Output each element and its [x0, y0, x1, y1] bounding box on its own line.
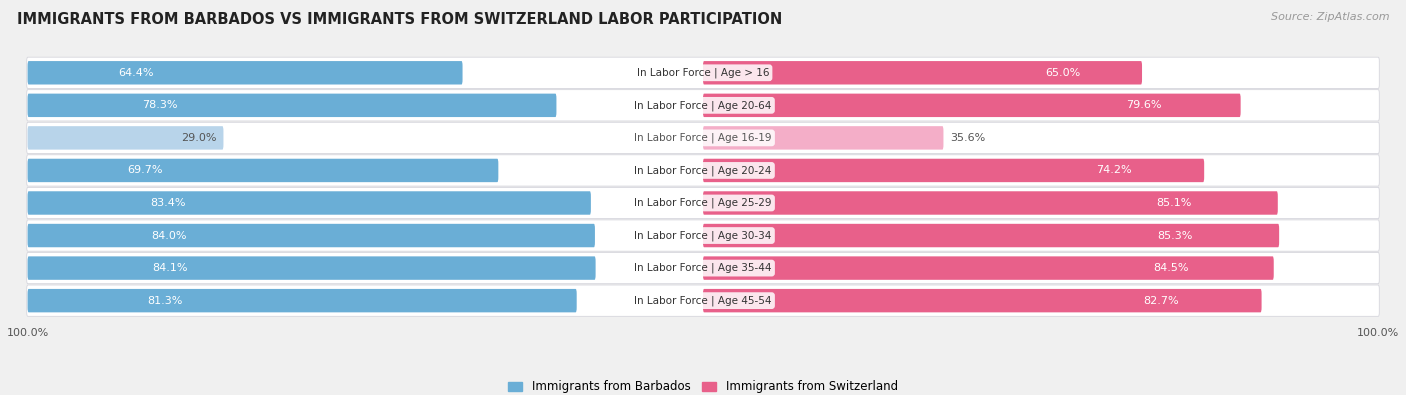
Text: 79.6%: 79.6%: [1126, 100, 1161, 110]
Text: In Labor Force | Age 35-44: In Labor Force | Age 35-44: [634, 263, 772, 273]
FancyBboxPatch shape: [27, 90, 1379, 121]
Text: 81.3%: 81.3%: [148, 295, 183, 306]
FancyBboxPatch shape: [703, 191, 1278, 215]
Text: 85.3%: 85.3%: [1157, 231, 1194, 241]
FancyBboxPatch shape: [27, 285, 1379, 316]
FancyBboxPatch shape: [703, 61, 1142, 85]
Text: In Labor Force | Age 45-54: In Labor Force | Age 45-54: [634, 295, 772, 306]
Text: 84.0%: 84.0%: [152, 231, 187, 241]
FancyBboxPatch shape: [703, 289, 1261, 312]
Text: 83.4%: 83.4%: [150, 198, 186, 208]
FancyBboxPatch shape: [703, 159, 1204, 182]
Text: In Labor Force | Age 16-19: In Labor Force | Age 16-19: [634, 133, 772, 143]
FancyBboxPatch shape: [28, 256, 596, 280]
FancyBboxPatch shape: [703, 126, 943, 150]
FancyBboxPatch shape: [28, 61, 463, 85]
Text: 35.6%: 35.6%: [950, 133, 986, 143]
FancyBboxPatch shape: [703, 256, 1274, 280]
FancyBboxPatch shape: [27, 252, 1379, 284]
Text: Source: ZipAtlas.com: Source: ZipAtlas.com: [1271, 12, 1389, 22]
Text: In Labor Force | Age > 16: In Labor Force | Age > 16: [637, 68, 769, 78]
Text: 100.0%: 100.0%: [7, 328, 49, 338]
Legend: Immigrants from Barbados, Immigrants from Switzerland: Immigrants from Barbados, Immigrants fro…: [503, 376, 903, 395]
Text: 65.0%: 65.0%: [1046, 68, 1081, 78]
Text: 78.3%: 78.3%: [142, 100, 177, 110]
FancyBboxPatch shape: [27, 155, 1379, 186]
Text: 74.2%: 74.2%: [1097, 166, 1132, 175]
FancyBboxPatch shape: [27, 187, 1379, 218]
Text: 84.1%: 84.1%: [152, 263, 187, 273]
Text: 82.7%: 82.7%: [1143, 295, 1178, 306]
Text: 85.1%: 85.1%: [1157, 198, 1192, 208]
Text: In Labor Force | Age 30-34: In Labor Force | Age 30-34: [634, 230, 772, 241]
Text: In Labor Force | Age 20-24: In Labor Force | Age 20-24: [634, 165, 772, 176]
FancyBboxPatch shape: [28, 94, 557, 117]
Text: IMMIGRANTS FROM BARBADOS VS IMMIGRANTS FROM SWITZERLAND LABOR PARTICIPATION: IMMIGRANTS FROM BARBADOS VS IMMIGRANTS F…: [17, 12, 782, 27]
FancyBboxPatch shape: [703, 94, 1240, 117]
FancyBboxPatch shape: [27, 220, 1379, 251]
FancyBboxPatch shape: [28, 289, 576, 312]
FancyBboxPatch shape: [27, 122, 1379, 154]
FancyBboxPatch shape: [28, 126, 224, 150]
Text: 69.7%: 69.7%: [128, 166, 163, 175]
FancyBboxPatch shape: [28, 224, 595, 247]
Text: 64.4%: 64.4%: [118, 68, 155, 78]
FancyBboxPatch shape: [28, 191, 591, 215]
Text: 29.0%: 29.0%: [181, 133, 217, 143]
FancyBboxPatch shape: [27, 57, 1379, 88]
FancyBboxPatch shape: [703, 224, 1279, 247]
Text: In Labor Force | Age 25-29: In Labor Force | Age 25-29: [634, 198, 772, 208]
FancyBboxPatch shape: [28, 159, 498, 182]
Text: In Labor Force | Age 20-64: In Labor Force | Age 20-64: [634, 100, 772, 111]
Text: 100.0%: 100.0%: [1357, 328, 1399, 338]
Text: 84.5%: 84.5%: [1153, 263, 1188, 273]
